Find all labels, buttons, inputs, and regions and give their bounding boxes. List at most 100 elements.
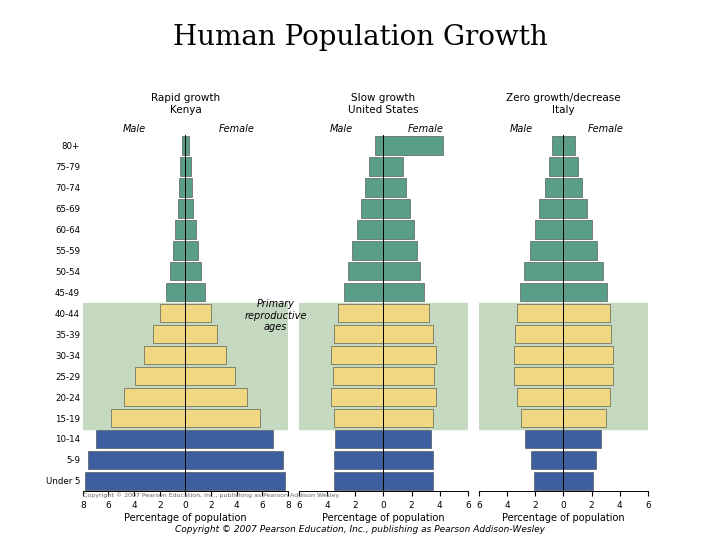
Bar xyxy=(83,303,288,429)
Text: Copyright © 2007 Pearson Education, Inc., publishing as Pearson Addison Wesley: Copyright © 2007 Pearson Education, Inc.… xyxy=(83,492,339,498)
Bar xyxy=(361,199,383,218)
Bar xyxy=(383,220,415,239)
Bar xyxy=(185,136,189,154)
Bar xyxy=(369,157,383,176)
Bar xyxy=(563,199,588,218)
Bar xyxy=(383,451,433,469)
Bar xyxy=(563,262,603,280)
Bar xyxy=(520,283,563,301)
Bar xyxy=(170,262,185,280)
Text: Male: Male xyxy=(122,124,145,134)
Bar xyxy=(563,346,613,364)
Bar xyxy=(111,409,185,427)
Bar xyxy=(338,304,383,322)
Bar xyxy=(514,346,563,364)
Bar xyxy=(181,136,185,154)
Text: Female: Female xyxy=(588,124,624,134)
Bar xyxy=(524,262,563,280)
Bar xyxy=(383,430,431,448)
Bar xyxy=(331,388,383,406)
X-axis label: Percentage of population: Percentage of population xyxy=(124,513,247,523)
Bar xyxy=(135,367,185,386)
Bar xyxy=(185,325,217,343)
Bar xyxy=(517,304,563,322)
Bar xyxy=(185,178,192,197)
Bar xyxy=(185,199,193,218)
Bar xyxy=(479,303,648,429)
Bar xyxy=(96,430,185,448)
Bar xyxy=(383,346,436,364)
Bar xyxy=(563,304,610,322)
Bar xyxy=(383,283,424,301)
Bar xyxy=(563,283,607,301)
Bar xyxy=(185,388,247,406)
Bar xyxy=(299,303,468,429)
Bar xyxy=(545,178,563,197)
Bar xyxy=(333,367,383,386)
Bar xyxy=(534,472,563,490)
Bar xyxy=(563,409,606,427)
X-axis label: Percentage of population: Percentage of population xyxy=(502,513,625,523)
Bar xyxy=(563,430,601,448)
Bar xyxy=(348,262,383,280)
Bar xyxy=(365,178,383,197)
X-axis label: Percentage of population: Percentage of population xyxy=(322,513,445,523)
Bar xyxy=(180,157,185,176)
Bar xyxy=(331,346,383,364)
Bar xyxy=(334,472,383,490)
Bar xyxy=(185,241,198,260)
Bar xyxy=(383,136,443,154)
Bar xyxy=(173,241,185,260)
Bar xyxy=(563,157,577,176)
Bar xyxy=(179,178,185,197)
Bar xyxy=(124,388,185,406)
Bar xyxy=(185,451,283,469)
Bar xyxy=(517,388,563,406)
Text: Male: Male xyxy=(510,124,533,134)
Text: Female: Female xyxy=(219,124,255,134)
Bar xyxy=(563,241,598,260)
Bar xyxy=(160,304,185,322)
Bar xyxy=(531,451,563,469)
Bar xyxy=(88,451,185,469)
Bar xyxy=(352,241,383,260)
Bar xyxy=(563,325,611,343)
Bar xyxy=(563,178,582,197)
Bar xyxy=(185,262,201,280)
Bar xyxy=(334,325,383,343)
Bar xyxy=(539,199,563,218)
Bar xyxy=(383,241,417,260)
Bar xyxy=(185,409,260,427)
Bar xyxy=(166,283,185,301)
Bar xyxy=(563,388,610,406)
Bar xyxy=(185,220,196,239)
Text: Copyright © 2007 Pearson Education, Inc., publishing as Pearson Addison-Wesley: Copyright © 2007 Pearson Education, Inc.… xyxy=(175,524,545,534)
Bar xyxy=(383,199,410,218)
Bar xyxy=(383,472,433,490)
Bar xyxy=(185,367,235,386)
Bar xyxy=(185,157,191,176)
Bar xyxy=(549,157,563,176)
Bar xyxy=(185,346,226,364)
Title: Rapid growth
Kenya: Rapid growth Kenya xyxy=(150,93,220,115)
Title: Zero growth/decrease
Italy: Zero growth/decrease Italy xyxy=(506,93,621,115)
Bar xyxy=(383,367,434,386)
Text: Male: Male xyxy=(330,124,353,134)
Bar xyxy=(529,241,563,260)
Bar xyxy=(356,220,383,239)
Text: Human Population Growth: Human Population Growth xyxy=(173,24,547,51)
Bar xyxy=(144,346,185,364)
Bar xyxy=(563,472,593,490)
Bar xyxy=(383,388,436,406)
Bar xyxy=(383,409,433,427)
Bar xyxy=(516,325,563,343)
Bar xyxy=(563,220,592,239)
Bar xyxy=(86,472,185,490)
Bar xyxy=(383,178,406,197)
Bar xyxy=(383,304,428,322)
Title: Slow growth
United States: Slow growth United States xyxy=(348,93,419,115)
Bar xyxy=(521,409,563,427)
Bar xyxy=(383,157,403,176)
Bar xyxy=(383,325,433,343)
Bar xyxy=(185,472,285,490)
